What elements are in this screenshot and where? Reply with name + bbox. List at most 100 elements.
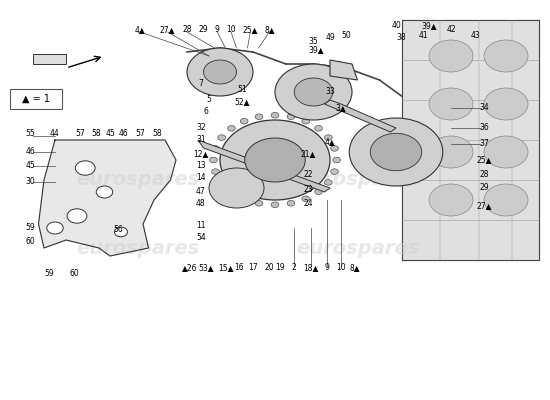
Circle shape [204,60,236,84]
Text: 59: 59 [45,270,54,278]
Circle shape [429,88,473,120]
Text: 59: 59 [25,224,35,232]
Text: 14: 14 [196,174,206,182]
Circle shape [75,161,95,175]
Text: 17: 17 [248,264,258,272]
Circle shape [271,202,279,208]
Text: 45: 45 [25,162,35,170]
Circle shape [218,135,226,140]
Circle shape [255,114,263,120]
Text: 33: 33 [325,88,335,96]
Text: 52▲: 52▲ [234,98,250,106]
Text: 9: 9 [325,264,329,272]
Text: 11: 11 [196,222,206,230]
Text: 18▲: 18▲ [303,264,318,272]
Polygon shape [330,60,358,80]
Text: 9: 9 [215,26,219,34]
Text: eurospares: eurospares [76,170,199,190]
Circle shape [218,180,226,185]
Text: 60: 60 [69,270,79,278]
Text: 58: 58 [152,130,162,138]
Text: 57: 57 [135,130,145,138]
Text: 28: 28 [479,170,489,178]
Text: 46: 46 [25,148,35,156]
Text: 5: 5 [207,96,211,104]
Circle shape [228,189,235,194]
Text: 8▲: 8▲ [349,264,360,272]
Circle shape [302,196,310,202]
Text: 47: 47 [196,188,206,196]
Circle shape [209,168,264,208]
Circle shape [240,196,248,202]
Circle shape [228,126,235,131]
Circle shape [429,184,473,216]
Text: 30: 30 [25,178,35,186]
Polygon shape [324,100,396,132]
Text: 40: 40 [391,22,401,30]
Text: 43: 43 [471,32,481,40]
Circle shape [47,222,63,234]
Circle shape [370,133,422,171]
Text: 19: 19 [276,264,285,272]
Text: 21▲: 21▲ [300,150,316,158]
Circle shape [240,118,248,124]
Circle shape [333,157,340,163]
Text: 27▲: 27▲ [476,202,492,210]
Circle shape [220,120,330,200]
FancyBboxPatch shape [10,89,62,109]
Circle shape [294,78,333,106]
Text: eurospares: eurospares [296,170,419,190]
Circle shape [96,186,113,198]
Text: 56: 56 [113,226,123,234]
Circle shape [429,40,473,72]
Circle shape [324,135,332,140]
Text: 53▲: 53▲ [199,264,214,272]
Text: 38: 38 [397,34,406,42]
Circle shape [315,189,322,194]
Circle shape [484,184,528,216]
Text: 29: 29 [199,26,208,34]
Text: 4▲: 4▲ [324,138,336,146]
Text: 36: 36 [479,124,489,132]
Circle shape [484,136,528,168]
Text: 2: 2 [292,264,296,272]
Circle shape [275,64,352,120]
Bar [33,54,66,64]
Circle shape [187,48,253,96]
Text: 51: 51 [237,86,247,94]
Text: 10: 10 [336,264,346,272]
Text: 44: 44 [50,130,60,138]
Text: 6: 6 [204,108,208,116]
Text: 12▲: 12▲ [193,150,208,158]
Circle shape [67,209,87,223]
Text: 22: 22 [303,170,313,178]
Text: 25▲: 25▲ [476,156,492,164]
Text: 10: 10 [226,26,236,34]
Text: 29: 29 [479,184,489,192]
Text: 28: 28 [182,26,192,34]
Text: 16: 16 [234,264,244,272]
Text: 46: 46 [119,130,129,138]
Polygon shape [39,140,176,256]
Circle shape [429,136,473,168]
Text: ▲26: ▲26 [182,264,197,272]
Text: 7: 7 [199,80,203,88]
Circle shape [114,227,128,237]
Circle shape [255,200,263,206]
Circle shape [484,40,528,72]
Circle shape [331,146,338,151]
Text: eurospares: eurospares [296,238,419,258]
Text: 35: 35 [309,38,318,46]
Circle shape [484,88,528,120]
Circle shape [287,200,295,206]
Text: 55: 55 [25,130,35,138]
Polygon shape [402,20,539,260]
Text: 58: 58 [91,130,101,138]
Text: 42: 42 [446,26,456,34]
Polygon shape [198,140,330,192]
Text: 4▲: 4▲ [135,26,146,34]
Text: 3▲: 3▲ [336,104,346,112]
Text: 49: 49 [325,34,335,42]
Text: 8▲: 8▲ [264,26,275,34]
Text: 20: 20 [265,264,274,272]
